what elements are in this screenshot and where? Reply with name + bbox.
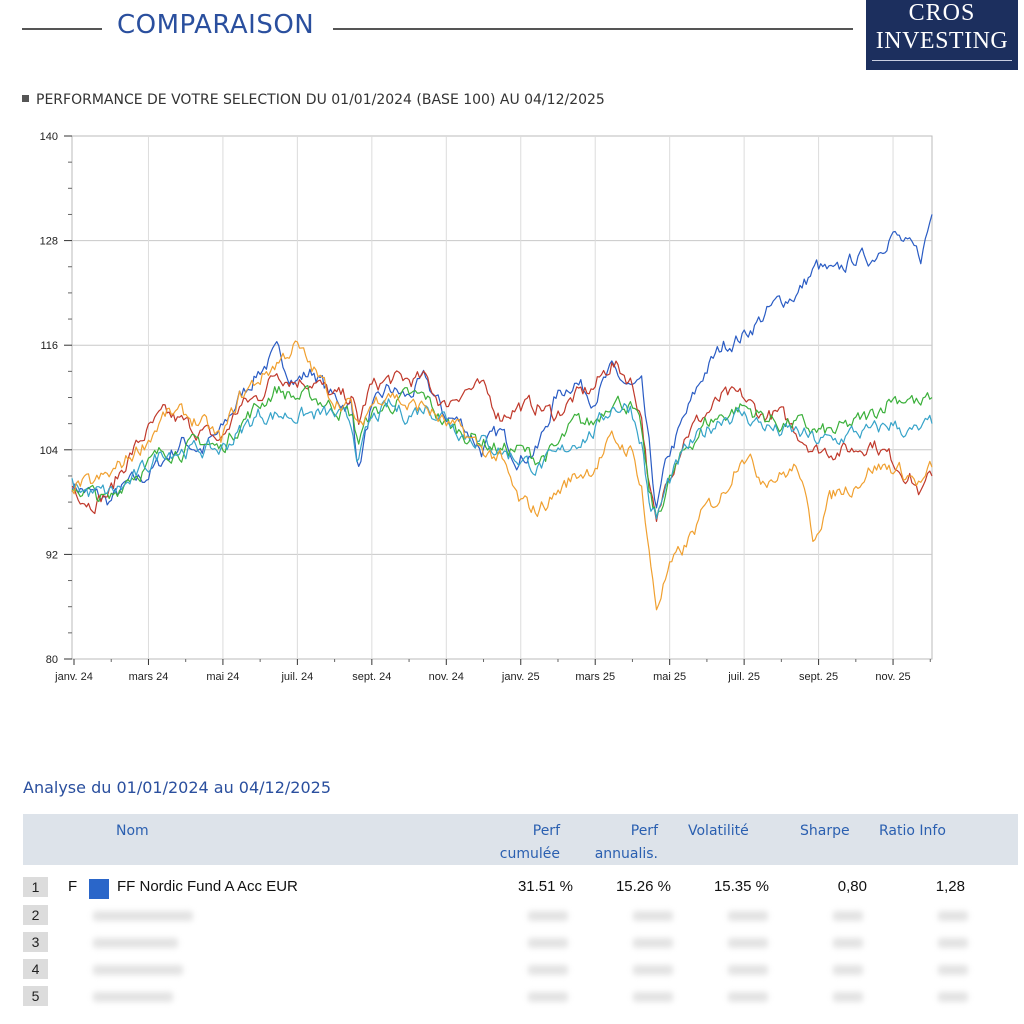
table-row[interactable]: 4 [23, 959, 1018, 981]
plot-frame [71, 135, 933, 660]
y-tick-label: 80 [46, 654, 58, 666]
chart-lines [71, 214, 933, 611]
y-tick-label: 140 [40, 131, 58, 143]
blurred-cell [833, 965, 863, 975]
sharpe-value: 0,80 [837, 878, 867, 895]
chart-subtitle: PERFORMANCE DE VOTRE SELECTION DU 01/01/… [36, 92, 605, 108]
ratio-info-value: 1,28 [935, 878, 965, 895]
cros-investing-logo: CROS INVESTING [866, 0, 1018, 70]
blurred-cell [938, 965, 968, 975]
y-tick-label: 104 [40, 445, 58, 457]
header-rule-left [22, 28, 102, 30]
blurred-cell [93, 938, 178, 948]
blurred-cell [633, 938, 673, 948]
series-line-2 [71, 360, 933, 522]
col-ratio-info[interactable]: Ratio Info [879, 823, 946, 839]
blurred-cell [728, 992, 768, 1002]
row-type: F [68, 878, 78, 895]
blurred-cell [633, 965, 673, 975]
blurred-cell [528, 911, 568, 921]
blurred-cell [528, 965, 568, 975]
blurred-cell [938, 992, 968, 1002]
blurred-cell [93, 911, 193, 921]
table-row[interactable]: 5 [23, 986, 1018, 1008]
y-tick-label: 92 [46, 549, 58, 561]
blurred-cell [93, 992, 173, 1002]
row-number: 3 [23, 932, 48, 952]
row-number: 4 [23, 959, 48, 979]
table-row[interactable]: 2 [23, 905, 1018, 927]
chart-axes: 80 92 104 116 128 140 janv. 24 mars 24 mai 24 jui… [40, 131, 931, 683]
blurred-cell [938, 938, 968, 948]
table-row[interactable]: 1 F FF Nordic Fund A Acc EUR 31.51 % 15.… [23, 877, 1018, 899]
performance-chart: 80 92 104 116 128 140 janv. 24 mars 24 mai 24 jui… [40, 131, 933, 683]
series-line-3 [71, 385, 933, 518]
blurred-cell [728, 911, 768, 921]
blurred-cell [938, 911, 968, 921]
x-tick-label: mai 25 [653, 671, 686, 683]
col-perf-cumulee-1[interactable]: Perf [532, 823, 560, 839]
x-tick-label: nov. 24 [429, 671, 464, 683]
col-sharpe[interactable]: Sharpe [800, 823, 850, 839]
col-perf-annualis-1[interactable]: Perf [630, 823, 658, 839]
y-tick-label: 128 [40, 236, 58, 248]
fund-name[interactable]: FF Nordic Fund A Acc EUR [117, 878, 298, 895]
logo-rule [872, 60, 1012, 61]
blurred-cell [633, 992, 673, 1002]
x-tick-label: juil. 24 [280, 671, 313, 683]
x-tick-label: juil. 25 [727, 671, 760, 683]
table-header: Nom Perf cumulée Perf annualis. Volatili… [23, 814, 1018, 865]
x-tick-label: sept. 25 [799, 671, 838, 683]
series-color-swatch [89, 879, 109, 899]
x-tick-label: janv. 24 [54, 671, 93, 683]
header-rule-right [333, 28, 853, 30]
col-perf-annualis-2[interactable]: annualis. [594, 846, 658, 862]
analyse-title: Analyse du 01/01/2024 au 04/12/2025 [23, 778, 332, 797]
x-tick-label: sept. 24 [352, 671, 391, 683]
blurred-cell [833, 911, 863, 921]
x-tick-label: mai 24 [206, 671, 239, 683]
blurred-cell [833, 992, 863, 1002]
perf-cumulee-value: 31.51 % [517, 878, 573, 895]
page-title: COMPARAISON [117, 10, 315, 40]
row-number: 1 [23, 877, 48, 897]
col-volatilite[interactable]: Volatilité [688, 823, 749, 839]
row-number: 5 [23, 986, 48, 1006]
blurred-cell [528, 992, 568, 1002]
row-number: 2 [23, 905, 48, 925]
y-tick-label: 116 [40, 340, 58, 352]
x-tick-label: mars 24 [129, 671, 169, 683]
bullet-square-icon [22, 95, 29, 102]
perf-annualisee-value: 15.26 % [615, 878, 671, 895]
blurred-cell [728, 965, 768, 975]
logo-line-1: CROS [908, 0, 976, 26]
col-nom[interactable]: Nom [116, 823, 149, 839]
logo-line-2: INVESTING [875, 28, 1009, 54]
blurred-cell [833, 938, 863, 948]
volatilite-value: 15.35 % [713, 878, 769, 895]
series-line-5 [71, 340, 933, 611]
table-row[interactable]: 3 [23, 932, 1018, 954]
blurred-cell [633, 911, 673, 921]
blurred-cell [528, 938, 568, 948]
x-tick-label: janv. 25 [501, 671, 540, 683]
blurred-cell [93, 965, 183, 975]
x-tick-label: nov. 25 [875, 671, 910, 683]
series-line-1 [71, 214, 933, 509]
x-tick-label: mars 25 [575, 671, 615, 683]
blurred-cell [728, 938, 768, 948]
chart-grid [71, 135, 933, 660]
col-perf-cumulee-2[interactable]: cumulée [499, 846, 560, 862]
